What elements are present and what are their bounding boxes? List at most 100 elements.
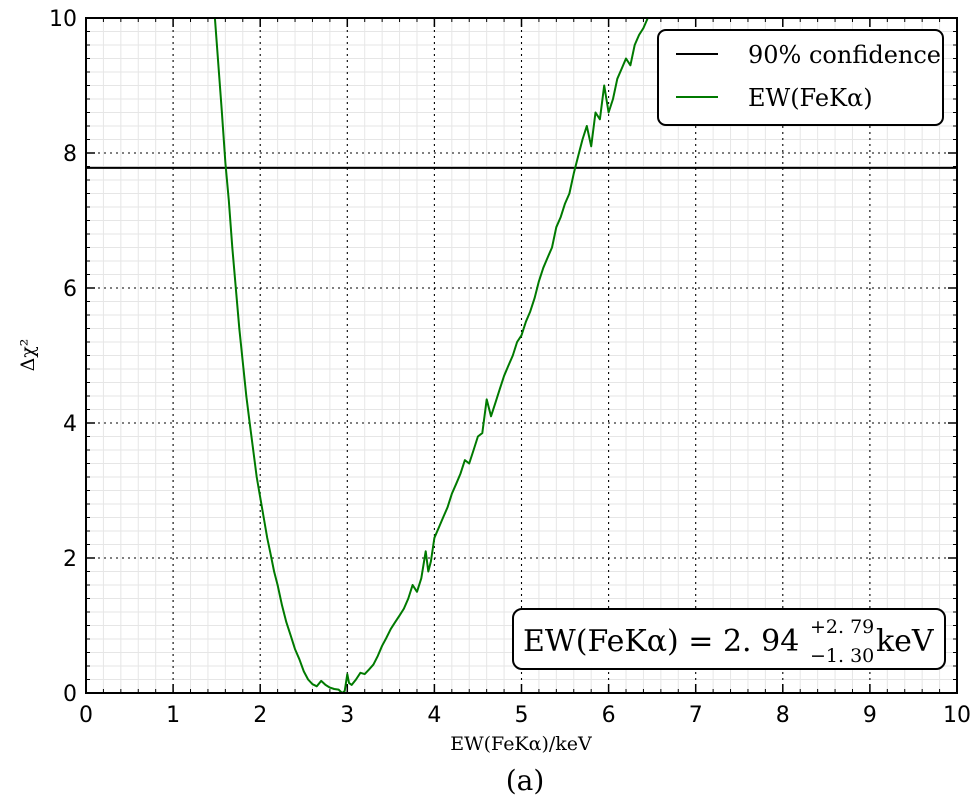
y-tick-label: 10 bbox=[49, 7, 77, 32]
ew-point bbox=[464, 459, 466, 461]
ew-point bbox=[290, 635, 292, 637]
y-tick-label: 0 bbox=[63, 682, 77, 707]
annotation-box bbox=[512, 608, 946, 670]
ew-point bbox=[438, 527, 440, 529]
ew-point bbox=[316, 685, 318, 687]
major-grid bbox=[86, 18, 957, 693]
x-tick-label: 2 bbox=[253, 703, 267, 728]
ew-point bbox=[494, 402, 496, 404]
ew-point bbox=[385, 637, 388, 639]
annotation-sup: +2. 79 bbox=[810, 616, 874, 638]
ew-point bbox=[270, 554, 272, 556]
ew-point bbox=[324, 684, 327, 686]
ew-point bbox=[217, 64, 219, 66]
ew-point bbox=[616, 78, 618, 80]
ew-point bbox=[427, 570, 429, 573]
legend-label-confidence: 90% confidence bbox=[748, 41, 941, 69]
legend-label-ew: EW(FeKα) bbox=[748, 84, 873, 112]
plot-frame bbox=[85, 17, 958, 694]
ew-point bbox=[348, 682, 350, 684]
ew-point bbox=[351, 684, 353, 686]
ew-point bbox=[228, 199, 230, 201]
ew-point bbox=[594, 111, 597, 114]
ew-point bbox=[281, 604, 283, 606]
ew-point bbox=[568, 192, 571, 195]
ew-point bbox=[486, 398, 488, 400]
ew-point bbox=[599, 118, 601, 120]
ew-point bbox=[525, 321, 527, 323]
ew-point bbox=[320, 680, 322, 682]
ew-point bbox=[547, 257, 549, 259]
ew-point bbox=[533, 297, 536, 299]
ew-point bbox=[307, 678, 309, 681]
legend: 90% confidence EW(FeKα) bbox=[657, 29, 944, 126]
x-tick-label: 0 bbox=[79, 703, 93, 728]
ew-point bbox=[420, 577, 422, 579]
x-tick-label: 5 bbox=[515, 703, 529, 728]
x-tick-label: 1 bbox=[166, 703, 180, 728]
x-tick-label: 4 bbox=[427, 703, 441, 728]
annotation-prefix: EW(FeKα) = 2. 94 bbox=[523, 624, 799, 659]
ew-point bbox=[263, 516, 265, 519]
ew-point bbox=[412, 584, 414, 586]
ew-point bbox=[608, 111, 610, 114]
ew-point bbox=[235, 287, 237, 289]
ew-point bbox=[621, 68, 623, 70]
ew-point bbox=[256, 476, 258, 478]
ew-point bbox=[337, 689, 340, 691]
annotation-sub: −1. 30 bbox=[810, 645, 874, 667]
ew-point bbox=[372, 664, 375, 666]
ew-point bbox=[586, 125, 588, 127]
y-tick-label: 8 bbox=[63, 142, 77, 167]
ew-point bbox=[638, 34, 640, 36]
ew-point bbox=[477, 435, 479, 438]
ew-point bbox=[603, 84, 605, 87]
caption: (a) bbox=[506, 764, 545, 797]
ew-point bbox=[359, 672, 361, 674]
ew-point bbox=[285, 621, 287, 623]
ew-point bbox=[560, 216, 562, 218]
ew-point bbox=[503, 375, 505, 377]
y-tick-label: 6 bbox=[63, 277, 77, 302]
ew-point bbox=[538, 280, 540, 282]
ew-point bbox=[516, 341, 518, 343]
ew-point bbox=[612, 98, 614, 100]
ew-point bbox=[625, 57, 627, 60]
ew-point bbox=[542, 267, 544, 269]
ew-point bbox=[642, 27, 645, 29]
ew-point bbox=[245, 395, 247, 397]
ew-point bbox=[355, 678, 357, 681]
ew-point bbox=[277, 584, 279, 586]
y-tick-label: 4 bbox=[63, 412, 77, 437]
ew-point bbox=[451, 493, 453, 495]
ew-point bbox=[403, 608, 405, 610]
ew-point bbox=[407, 597, 409, 600]
ew-point bbox=[298, 658, 300, 660]
x-tick-label: 8 bbox=[776, 703, 790, 728]
ew-point bbox=[273, 570, 275, 573]
ew-point bbox=[416, 591, 418, 593]
ew-point bbox=[551, 246, 553, 249]
ew-point bbox=[224, 162, 226, 164]
ew-point bbox=[529, 311, 531, 313]
annotation-unit: keV bbox=[876, 624, 935, 659]
ew-point bbox=[249, 422, 251, 424]
ew-point bbox=[329, 687, 331, 689]
ew-point bbox=[459, 473, 462, 475]
ew-point bbox=[577, 155, 579, 157]
ew-point bbox=[394, 621, 396, 623]
ew-point bbox=[346, 673, 348, 675]
ew-point bbox=[368, 668, 370, 670]
ew-point bbox=[294, 648, 296, 650]
ew-point bbox=[499, 388, 501, 390]
ew-point bbox=[455, 483, 457, 485]
ew-point bbox=[238, 327, 240, 330]
legend-box bbox=[657, 29, 944, 126]
ew-point bbox=[446, 506, 449, 508]
ew-point bbox=[564, 203, 566, 205]
ew-point bbox=[390, 628, 392, 630]
x-tick-label: 6 bbox=[602, 703, 616, 728]
ew-annotation: EW(FeKα) = 2. 94 +2. 79 −1. 30 keV bbox=[512, 608, 946, 670]
ew-point bbox=[590, 145, 592, 147]
